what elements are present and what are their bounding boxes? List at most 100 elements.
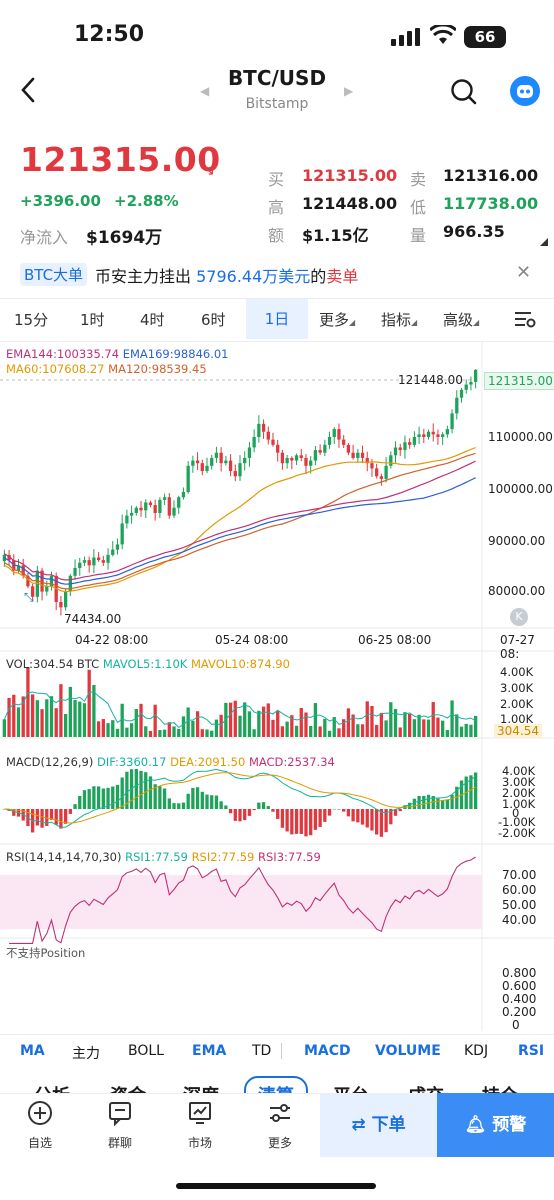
ind-tab-volume[interactable]: VOLUME — [375, 1043, 441, 1059]
macd-bar — [473, 772, 478, 809]
volume-bar — [63, 714, 68, 737]
volume-bar — [332, 717, 336, 737]
volume-bar — [158, 730, 162, 737]
candle-body — [455, 397, 459, 414]
macd-bar — [365, 809, 369, 828]
volume-bar — [177, 728, 181, 737]
section-tab-depth[interactable]: 深度 — [183, 1082, 219, 1094]
candle-body — [327, 436, 332, 445]
tab-6h[interactable]: 6时 — [201, 311, 226, 329]
section-tab-analysis[interactable]: 分析 — [34, 1082, 70, 1094]
nav-watchlist[interactable]: 自选 — [10, 1100, 70, 1151]
macd-bar — [276, 809, 280, 819]
candle-body — [233, 471, 237, 477]
ma60-label: MA60:107608.27 — [6, 362, 105, 376]
next-pair-icon[interactable]: ▶ — [344, 84, 354, 98]
volume-bar — [167, 722, 171, 737]
status-time: 12:50 — [74, 22, 145, 47]
ind-tab-ma[interactable]: MA — [20, 1043, 45, 1059]
nav-market[interactable]: 市场 — [170, 1100, 230, 1151]
macd-bar — [224, 805, 228, 809]
candle-body — [7, 554, 11, 561]
candle-body — [87, 560, 91, 566]
macd-bar — [59, 809, 63, 829]
tab-more[interactable]: 更多◢ — [319, 311, 356, 329]
section-tab-funds[interactable]: 资金 — [110, 1082, 146, 1094]
price-chart[interactable] — [0, 341, 554, 1031]
date-axis-3: 07-27 08: — [500, 633, 535, 661]
candle-body — [172, 507, 176, 516]
volume-bar — [172, 726, 176, 737]
section-tab-trades[interactable]: 成交 — [408, 1082, 444, 1094]
ind-tab-rsi[interactable]: RSI — [518, 1043, 545, 1059]
back-arrow-icon[interactable] — [18, 76, 38, 104]
macd-bar — [266, 806, 270, 809]
macd-axis-neg2k: -2.00K — [498, 826, 536, 840]
mavol5-line — [3, 691, 476, 729]
nav-more[interactable]: 更多 — [250, 1100, 310, 1151]
candle-body — [63, 591, 68, 608]
macd-bar — [111, 786, 115, 809]
place-order-button[interactable]: ⇄ 下单 — [320, 1093, 437, 1157]
volume-bar — [148, 730, 153, 737]
ind-tab-td[interactable]: TD — [252, 1043, 272, 1059]
candle-body — [294, 455, 299, 461]
assistant-robot-icon[interactable] — [510, 76, 540, 106]
nav-group-chat[interactable]: 群聊 — [90, 1100, 150, 1151]
candle-body — [426, 431, 431, 437]
candle-body — [153, 505, 157, 513]
volume-bar — [59, 684, 63, 737]
tab-indicators[interactable]: 指标◢ — [381, 311, 418, 329]
search-icon[interactable] — [450, 78, 478, 106]
candle-body — [35, 570, 39, 597]
scroll-to-latest-icon[interactable]: K — [510, 608, 528, 626]
macd-bar — [408, 802, 412, 809]
swap-icon: ⇄ — [351, 1115, 372, 1135]
collapse-arrow-icon[interactable]: ⤡ — [24, 590, 34, 604]
section-tab-liquidation[interactable]: 清算 — [244, 1076, 308, 1094]
ind-tab-ema[interactable]: EMA — [192, 1043, 227, 1059]
macd-bar — [115, 784, 120, 809]
ind-tab-boll[interactable]: BOLL — [128, 1043, 164, 1059]
volume-bar — [115, 728, 120, 737]
stat-label-ask: 卖 — [410, 170, 427, 189]
stat-label-bid: 买 — [268, 170, 285, 189]
volume-bar — [276, 710, 280, 737]
volume-bar — [191, 720, 195, 737]
macd-bar — [219, 801, 223, 809]
ind-tab-kdj[interactable]: KDJ — [464, 1043, 489, 1059]
macd-bar — [346, 809, 351, 817]
candle-body — [323, 444, 327, 453]
price-alert-button[interactable]: 🔔︎ 预警 — [437, 1093, 554, 1157]
high-marker: 121448.00 — [398, 373, 463, 387]
ind-tab-main-force[interactable]: 主力 — [72, 1046, 100, 1062]
date-axis-2: 06-25 08:00 — [358, 633, 432, 647]
volume-bar — [195, 711, 200, 737]
prev-pair-icon[interactable]: ◀ — [200, 84, 210, 98]
pair-title[interactable]: BTC/USD — [227, 66, 327, 90]
tab-1h[interactable]: 1时 — [80, 311, 105, 329]
rsi-band — [0, 875, 482, 929]
tab-1d[interactable]: 1日 — [246, 299, 308, 339]
candle-body — [337, 429, 341, 440]
candle-body — [285, 457, 289, 464]
stat-value-turnover: $1.15亿 — [302, 226, 369, 245]
ind-tab-macd[interactable]: MACD — [304, 1043, 351, 1059]
section-tab-platform[interactable]: 平台 — [333, 1082, 369, 1094]
battery-icon: 66 — [464, 26, 506, 48]
tab-4h[interactable]: 4时 — [140, 311, 165, 329]
stat-label-high: 高 — [268, 198, 285, 217]
chart-settings-icon[interactable] — [514, 310, 536, 328]
tab-advanced[interactable]: 高级◢ — [443, 311, 480, 329]
candle-body — [431, 431, 435, 435]
section-tab-holdings[interactable]: 持仓 — [482, 1082, 518, 1094]
dif-label: DIF:3360.17 — [97, 755, 167, 769]
tab-15m[interactable]: 15分 — [14, 311, 49, 329]
candle-body — [238, 463, 242, 477]
volume-bar — [153, 704, 157, 737]
expand-corner-icon[interactable] — [540, 238, 548, 246]
close-icon[interactable]: ✕ — [516, 262, 532, 283]
volume-bar — [459, 726, 464, 737]
candle-body — [332, 429, 336, 437]
volume-bar — [252, 729, 256, 737]
